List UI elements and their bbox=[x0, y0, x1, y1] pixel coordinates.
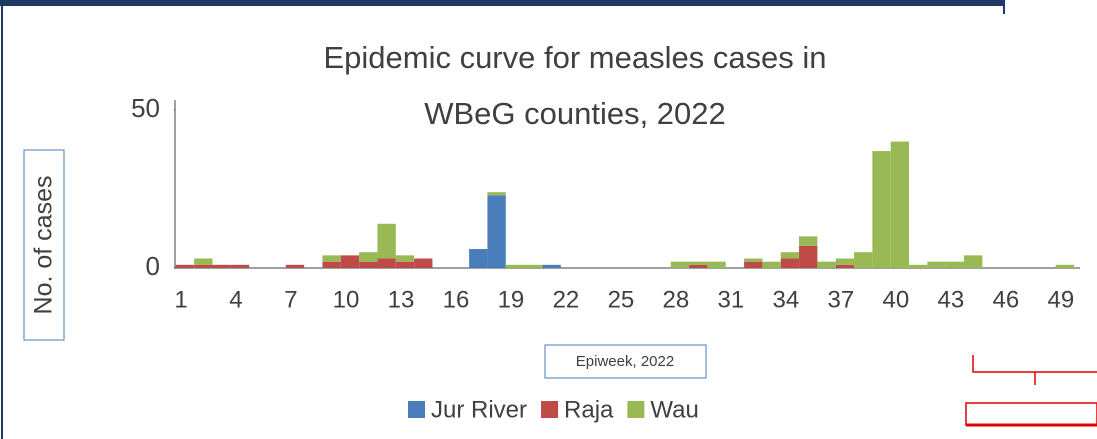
bar bbox=[799, 245, 818, 268]
x-tick-label: 1 bbox=[174, 286, 187, 313]
x-tick-label: 25 bbox=[608, 286, 635, 313]
bar bbox=[835, 258, 855, 265]
bar bbox=[212, 264, 231, 268]
bar bbox=[285, 264, 305, 268]
bar bbox=[194, 264, 213, 268]
x-tick-label: 37 bbox=[828, 286, 855, 313]
legend-label: Raja bbox=[564, 396, 614, 423]
x-axis-label: Epiweek, 2022 bbox=[576, 353, 674, 370]
bar bbox=[964, 255, 983, 268]
bar bbox=[780, 252, 800, 259]
bar bbox=[707, 261, 726, 268]
bar bbox=[799, 236, 818, 246]
bar bbox=[487, 192, 506, 196]
bar bbox=[744, 261, 763, 268]
bar bbox=[487, 195, 506, 268]
callout-box bbox=[965, 402, 1097, 426]
bar bbox=[927, 261, 946, 268]
x-tick-label: 16 bbox=[443, 286, 470, 313]
bar bbox=[505, 264, 525, 268]
bar bbox=[230, 264, 250, 268]
bar bbox=[909, 264, 928, 268]
bar bbox=[359, 252, 378, 262]
x-tick-label: 7 bbox=[284, 286, 297, 313]
x-tick-label: 34 bbox=[773, 286, 800, 313]
x-tick-label: 22 bbox=[553, 286, 580, 313]
legend-swatch bbox=[627, 401, 645, 418]
bar bbox=[780, 258, 800, 268]
bar bbox=[945, 261, 965, 268]
bar bbox=[817, 261, 836, 268]
bar bbox=[835, 264, 855, 268]
x-tick-label: 46 bbox=[992, 286, 1019, 313]
bar bbox=[1055, 264, 1075, 268]
bar bbox=[395, 261, 415, 268]
bar bbox=[395, 255, 415, 262]
bar bbox=[377, 223, 396, 259]
bracket bbox=[972, 355, 1097, 385]
bar bbox=[469, 249, 488, 268]
bar bbox=[340, 255, 360, 268]
bar bbox=[872, 151, 891, 268]
x-tick-label: 31 bbox=[718, 286, 745, 313]
bar bbox=[414, 258, 433, 268]
bar bbox=[524, 264, 543, 268]
bar bbox=[175, 264, 195, 268]
x-tick-label: 10 bbox=[333, 286, 360, 313]
header-strip bbox=[0, 0, 1003, 6]
bar bbox=[322, 255, 341, 262]
bar bbox=[377, 258, 396, 268]
chart-title: Epidemic curve for measles cases in WBeG… bbox=[323, 40, 827, 131]
x-tick-label: 43 bbox=[938, 286, 965, 313]
bar bbox=[854, 252, 873, 268]
bar bbox=[744, 258, 763, 262]
bar bbox=[322, 261, 341, 268]
y-tick-label: 0 bbox=[146, 251, 160, 281]
bar bbox=[359, 261, 378, 268]
bar bbox=[762, 261, 781, 268]
y-axis-label: No. of cases bbox=[30, 176, 58, 315]
x-label-box bbox=[544, 344, 707, 379]
bar bbox=[542, 264, 561, 268]
bar bbox=[890, 141, 910, 268]
bar bbox=[670, 261, 690, 268]
x-tick-label: 28 bbox=[663, 286, 690, 313]
legend-swatch bbox=[408, 401, 425, 418]
y-label-box bbox=[23, 149, 65, 341]
x-tick-label: 40 bbox=[883, 286, 910, 313]
y-tick-label: 50 bbox=[131, 93, 160, 123]
legend-label: Wau bbox=[650, 396, 698, 423]
bar bbox=[689, 261, 708, 265]
bar bbox=[194, 258, 213, 265]
x-tick-label: 4 bbox=[229, 286, 242, 313]
bar bbox=[689, 264, 708, 268]
x-tick-label: 49 bbox=[1047, 286, 1074, 313]
x-tick-label: 19 bbox=[498, 286, 525, 313]
legend-swatch bbox=[541, 401, 559, 418]
legend-label: Jur River bbox=[431, 396, 527, 423]
x-tick-label: 13 bbox=[388, 286, 415, 313]
